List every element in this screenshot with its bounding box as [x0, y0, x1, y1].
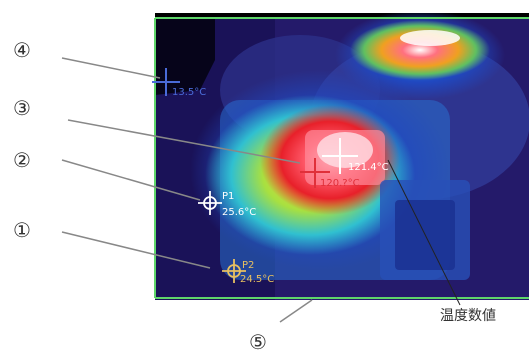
leader-line-4	[61, 57, 161, 79]
hot-spot-temperature: 121.4°C	[348, 162, 389, 173]
cursor-marker: 120.?°C	[300, 158, 360, 189]
p1-marker: P1 25.6°C	[198, 191, 256, 218]
cold-spot-marker: 13.5°C	[152, 68, 206, 98]
image-frame	[154, 17, 529, 299]
p2-label: P2	[242, 260, 254, 271]
leader-line-annot	[387, 159, 461, 306]
p2-temperature: 24.5°C	[240, 274, 274, 285]
callout-1: ①	[13, 218, 31, 242]
p1-label: P1	[222, 191, 234, 202]
cold-spot-temperature: 13.5°C	[172, 87, 206, 98]
hot-spot-marker: 121.4°C	[322, 138, 389, 174]
callout-5: ⑤	[249, 330, 267, 354]
leader-line-1	[61, 231, 211, 269]
leader-lines	[61, 57, 461, 323]
callout-4: ④	[13, 38, 31, 62]
callout-2: ②	[13, 148, 31, 172]
temperature-value-label: 温度数値	[440, 308, 496, 324]
cursor-temperature: 120.?°C	[320, 178, 360, 189]
leader-line-3	[67, 119, 301, 164]
leader-line-5	[279, 299, 313, 323]
p2-marker: P2 24.5°C	[222, 259, 274, 285]
leader-line-2	[61, 159, 201, 201]
thermal-image	[155, 13, 529, 300]
callout-3: ③	[13, 96, 31, 120]
p1-temperature: 25.6°C	[222, 207, 256, 218]
